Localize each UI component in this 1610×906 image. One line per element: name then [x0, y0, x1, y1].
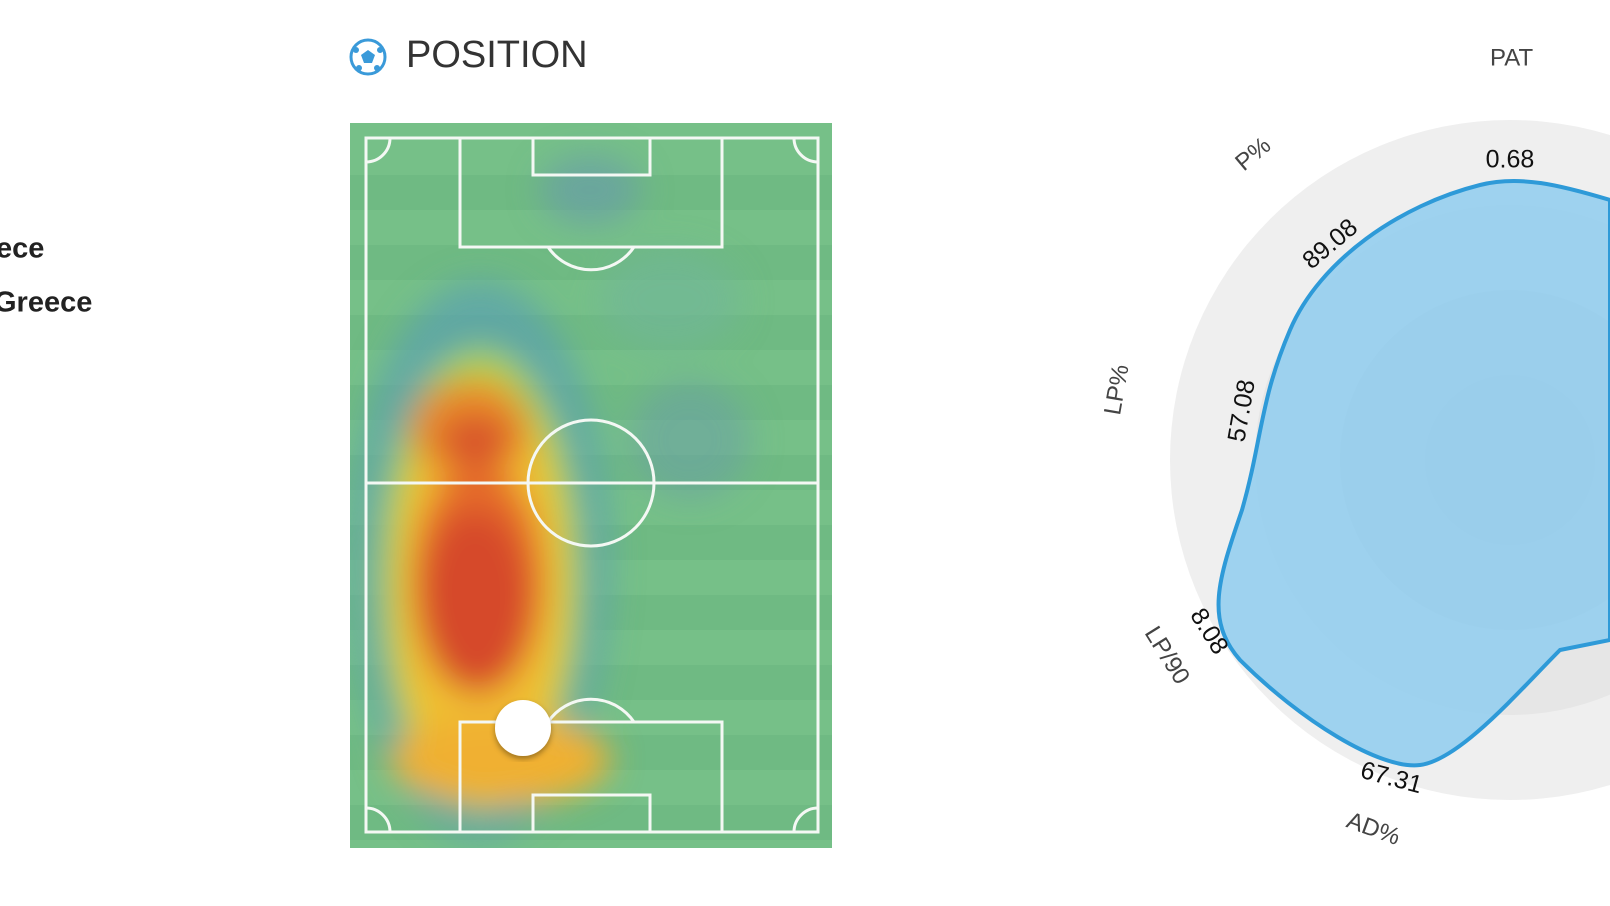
axis-label: AD% — [1343, 807, 1404, 851]
axis-label: LP/90 — [1139, 622, 1195, 689]
radar — [1170, 120, 1610, 800]
country-line: Greece — [0, 287, 92, 319]
section-title: POSITION — [406, 34, 588, 76]
axis-label: P% — [1230, 132, 1276, 177]
radar-title: PAT — [1490, 44, 1533, 71]
axis-value: 0.68 — [1486, 146, 1535, 174]
ball-icon — [349, 38, 387, 76]
axis-label: LP% — [1099, 362, 1134, 417]
pitch-heatmap — [350, 123, 832, 848]
country-line: ece — [0, 233, 44, 265]
